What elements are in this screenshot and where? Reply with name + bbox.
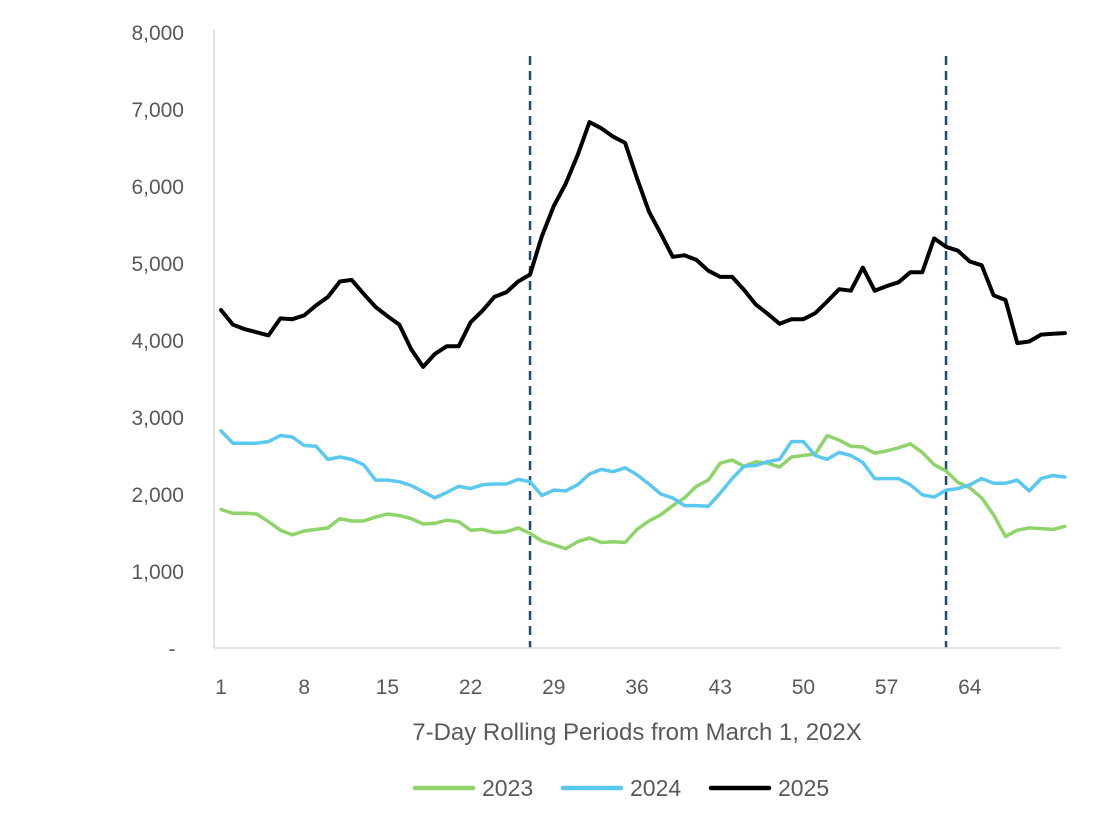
y-tick-label: 7,000 <box>131 99 184 122</box>
x-tick-label: 15 <box>376 676 399 699</box>
series-line-2024 <box>219 429 1067 509</box>
x-tick-label: 57 <box>875 676 898 699</box>
series-line-2023 <box>219 433 1067 551</box>
x-tick-label: 43 <box>709 676 732 699</box>
y-tick-label: 6,000 <box>131 176 184 199</box>
reference-lines <box>528 56 948 648</box>
x-tick-label: 64 <box>958 676 982 699</box>
y-tick-label: 1,000 <box>131 561 184 584</box>
legend-label-2024: 2024 <box>630 775 681 801</box>
y-tick-label: 4,000 <box>131 330 184 353</box>
x-tick-label: 1 <box>215 676 227 699</box>
legend: 2023 2024 2025 <box>412 775 829 801</box>
y-tick-label: 5,000 <box>131 253 184 276</box>
y-tick-label: 2,000 <box>131 484 184 507</box>
x-tick-label: 29 <box>542 676 565 699</box>
x-axis-title: 7-Day Rolling Periods from March 1, 202X <box>412 719 862 746</box>
legend-label-2025: 2025 <box>778 775 829 801</box>
x-tick-label: 36 <box>625 676 648 699</box>
y-tick-label: 8,000 <box>131 22 184 45</box>
x-tick-label: 50 <box>792 676 815 699</box>
y-tick-labels: - 1,000 2,000 3,000 4,000 5,000 6,000 7,000 8,00… <box>131 22 184 661</box>
x-tick-label: 22 <box>459 676 482 699</box>
legend-label-2023: 2023 <box>482 775 533 801</box>
x-tick-labels: 1 8 15 22 29 36 43 50 57 64 <box>215 676 982 699</box>
x-tick-label: 8 <box>298 676 310 699</box>
y-tick-label: 3,000 <box>131 407 184 430</box>
y-tick-label: - <box>169 638 176 661</box>
series-line-2025 <box>219 120 1067 369</box>
series-lines <box>219 120 1067 551</box>
axes <box>213 30 1060 649</box>
